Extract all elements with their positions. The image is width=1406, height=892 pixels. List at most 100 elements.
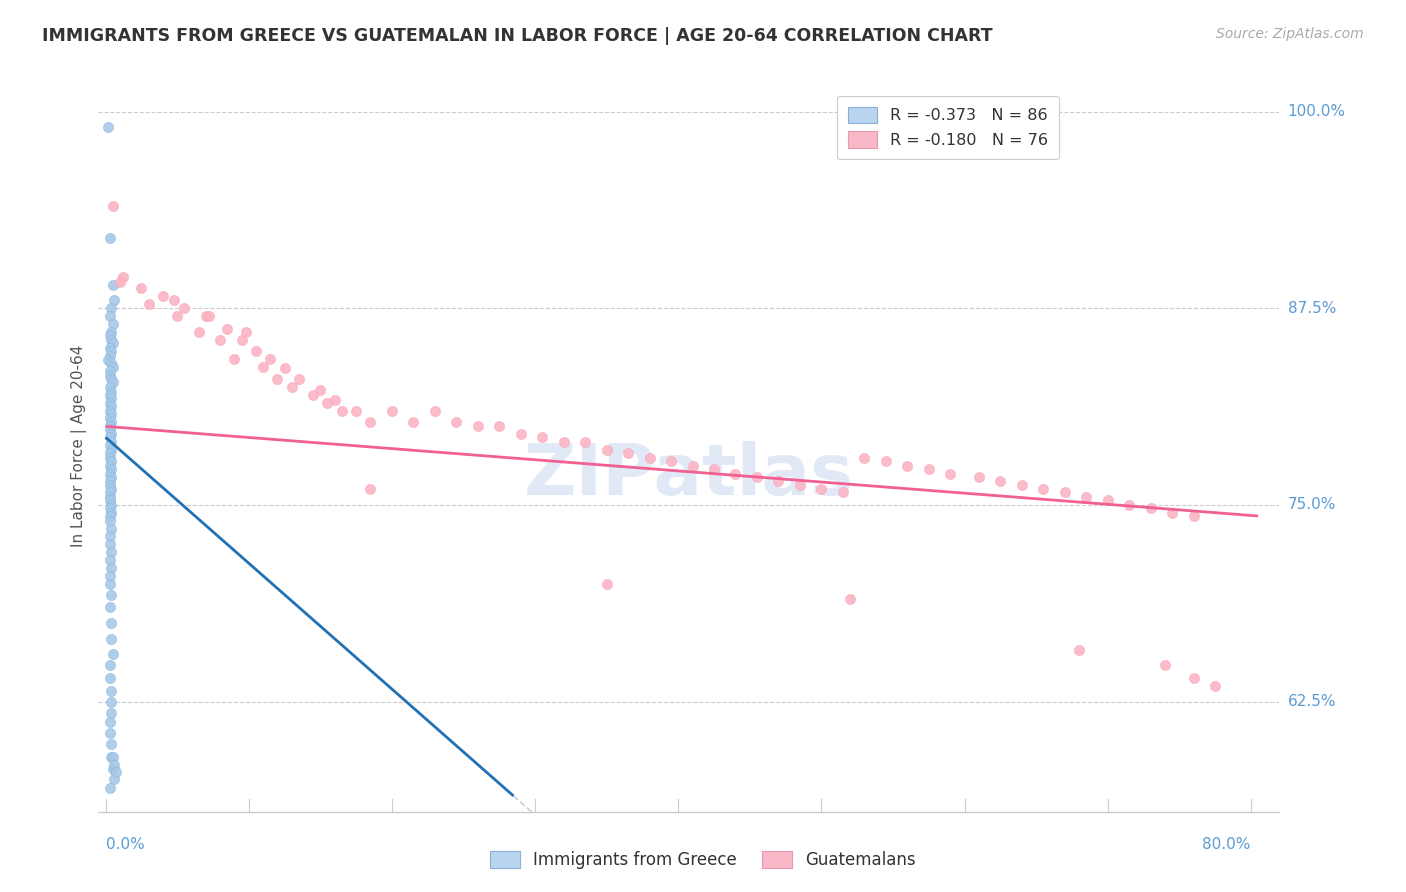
Point	[423, 403, 446, 417]
Point	[101, 762, 124, 776]
Point	[100, 506, 122, 520]
Point	[100, 301, 122, 316]
Point	[839, 592, 862, 607]
Point	[98, 671, 121, 685]
Point	[1161, 506, 1184, 520]
Point	[100, 372, 122, 386]
Point	[381, 403, 404, 417]
Point	[98, 403, 121, 417]
Point	[98, 514, 121, 528]
Point	[101, 317, 124, 331]
Point	[939, 467, 962, 481]
Point	[98, 576, 121, 591]
Point	[103, 757, 125, 772]
Text: Source: ZipAtlas.com: Source: ZipAtlas.com	[1216, 27, 1364, 41]
Point	[100, 469, 122, 483]
Point	[98, 726, 121, 740]
Point	[98, 438, 121, 452]
Point	[531, 430, 554, 444]
Point	[111, 269, 134, 284]
Point	[187, 325, 209, 339]
Point	[217, 322, 239, 336]
Point	[574, 435, 596, 450]
Point	[617, 446, 640, 460]
Point	[98, 411, 121, 425]
Point	[789, 477, 811, 491]
Point	[100, 343, 122, 358]
Point	[100, 333, 122, 347]
Point	[98, 714, 121, 729]
Point	[595, 442, 617, 457]
Point	[488, 419, 510, 434]
Point	[100, 683, 122, 698]
Point	[768, 475, 790, 489]
Point	[682, 458, 704, 473]
Point	[100, 415, 122, 429]
Point	[98, 430, 121, 444]
Point	[100, 442, 122, 457]
Point	[101, 277, 124, 292]
Point	[853, 450, 876, 465]
Point	[100, 706, 122, 720]
Point	[100, 545, 122, 559]
Point	[918, 462, 941, 476]
Point	[100, 435, 122, 450]
Point	[101, 648, 124, 662]
Point	[138, 296, 160, 310]
Point	[98, 467, 121, 481]
Point	[1067, 642, 1090, 657]
Point	[98, 419, 121, 434]
Point	[100, 454, 122, 468]
Point	[745, 469, 768, 483]
Point	[810, 482, 832, 496]
Point	[323, 392, 346, 407]
Point	[194, 310, 217, 324]
Point	[231, 333, 253, 347]
Text: 0.0%: 0.0%	[105, 837, 145, 852]
Point	[173, 301, 195, 316]
Point	[98, 341, 121, 355]
Point	[875, 454, 897, 468]
Point	[100, 391, 122, 405]
Point	[100, 384, 122, 399]
Point	[98, 230, 121, 244]
Point	[509, 427, 531, 442]
Point	[344, 403, 367, 417]
Point	[98, 568, 121, 582]
Point	[98, 529, 121, 543]
Point	[98, 475, 121, 489]
Point	[1053, 485, 1076, 500]
Point	[553, 435, 575, 450]
Point	[316, 396, 339, 410]
Point	[100, 632, 122, 646]
Point	[252, 359, 274, 374]
Legend: Immigrants from Greece, Guatemalans: Immigrants from Greece, Guatemalans	[479, 841, 927, 880]
Point	[100, 737, 122, 751]
Point	[100, 561, 122, 575]
Point	[266, 372, 288, 386]
Point	[100, 749, 122, 764]
Point	[359, 482, 381, 496]
Point	[100, 522, 122, 536]
Point	[1032, 482, 1054, 496]
Point	[288, 372, 311, 386]
Point	[101, 335, 124, 350]
Point	[98, 508, 121, 523]
Text: ZIPatlas: ZIPatlas	[524, 441, 853, 509]
Point	[402, 415, 425, 429]
Point	[100, 498, 122, 512]
Point	[1076, 490, 1098, 504]
Point	[98, 310, 121, 324]
Point	[197, 310, 219, 324]
Point	[446, 415, 468, 429]
Point	[1182, 671, 1205, 685]
Point	[98, 422, 121, 436]
Point	[1182, 508, 1205, 523]
Point	[1011, 477, 1033, 491]
Point	[98, 446, 121, 460]
Point	[98, 388, 121, 402]
Point	[98, 501, 121, 516]
Point	[97, 120, 120, 135]
Point	[104, 765, 127, 780]
Point	[245, 343, 267, 358]
